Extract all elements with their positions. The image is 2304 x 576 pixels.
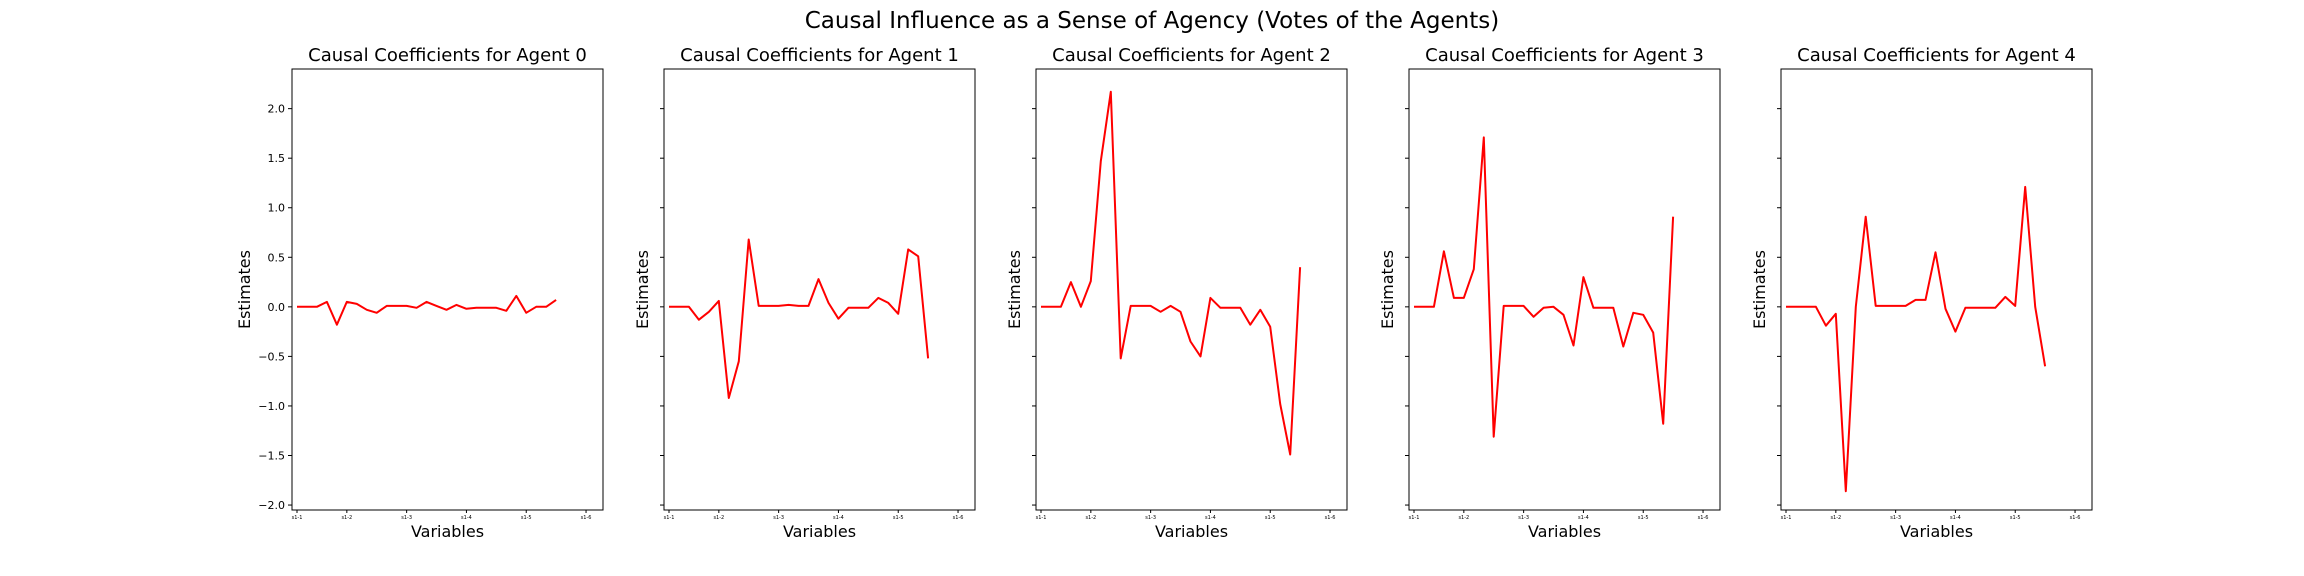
y-axis-label: Estimates xyxy=(1378,250,1397,329)
x-tick-label: s1-5 xyxy=(1638,515,1649,521)
panel-agent-3: Causal Coefficients for Agent 3 s1-1 s1-2 s… xyxy=(1378,45,1721,541)
x-tick-label: s1-1 xyxy=(1036,515,1047,521)
y-tick-label: −1.0 xyxy=(258,400,285,413)
y-tick-label: −2.0 xyxy=(258,499,285,512)
series-line xyxy=(1414,136,1675,438)
x-tick-label: s1-4 xyxy=(461,515,472,521)
y-axis-label: Estimates xyxy=(633,250,652,329)
x-tick-label: s1-2 xyxy=(1458,515,1469,521)
axes-frame xyxy=(663,68,976,511)
y-tick-label: −1.5 xyxy=(258,449,285,462)
x-tick-label: s1-5 xyxy=(521,515,532,521)
x-tick-label: s1-2 xyxy=(1085,515,1096,521)
x-tick-label: s1-6 xyxy=(1698,515,1709,521)
panel-title: Causal Coefficients for Agent 3 xyxy=(1425,45,1704,66)
x-tick-label: s1-4 xyxy=(1205,515,1216,521)
x-axis-label: Variables xyxy=(411,522,484,541)
panel-title: Causal Coefficients for Agent 1 xyxy=(680,45,959,66)
axes-frame xyxy=(1035,68,1348,511)
y-axis-label: Estimates xyxy=(1750,250,1769,329)
x-tick-label: s1-6 xyxy=(581,515,592,521)
panel-agent-0: Causal Coefficients for Agent 0 −2.0 −1.5 −… xyxy=(235,45,604,541)
x-tick-label: s1-2 xyxy=(341,515,352,521)
panel-title: Causal Coefficients for Agent 2 xyxy=(1052,45,1331,66)
panel-agent-1: Causal Coefficients for Agent 1 s1-1 s1-2 s… xyxy=(633,45,976,541)
series-line xyxy=(297,294,557,326)
axes-frame xyxy=(1408,68,1721,511)
x-tick-label: s1-5 xyxy=(1265,515,1276,521)
x-tick-label: s1-5 xyxy=(893,515,904,521)
y-axis-label: Estimates xyxy=(235,250,254,329)
x-axis-label: Variables xyxy=(1528,522,1601,541)
x-tick-label: s1-2 xyxy=(1830,515,1841,521)
y-tick-label: 0.5 xyxy=(268,251,286,264)
x-tick-label: s1-1 xyxy=(664,515,675,521)
x-tick-label: s1-4 xyxy=(1578,515,1589,521)
axes-frame xyxy=(291,68,604,511)
x-tick-label: s1-4 xyxy=(833,515,844,521)
x-axis-label: Variables xyxy=(1900,522,1973,541)
y-tick-label: 1.0 xyxy=(268,202,286,215)
y-tick-label: 2.0 xyxy=(268,103,286,116)
series-line xyxy=(1786,185,2047,493)
axes-frame xyxy=(1780,68,2093,511)
y-tick-label: −0.5 xyxy=(258,350,285,363)
x-tick-label: s1-3 xyxy=(1890,515,1901,521)
x-tick-label: s1-1 xyxy=(1409,515,1420,521)
x-tick-label: s1-4 xyxy=(1950,515,1961,521)
x-tick-label: s1-5 xyxy=(2010,515,2021,521)
x-tick-label: s1-3 xyxy=(1518,515,1529,521)
series-line xyxy=(669,238,930,399)
y-tick-label: 0.0 xyxy=(268,301,286,314)
y-axis-label: Estimates xyxy=(1005,250,1024,329)
panels: Causal Coefficients for Agent 0 −2.0 −1.5 −… xyxy=(235,45,2093,541)
panel-agent-4: Causal Coefficients for Agent 4 s1-1 s1-2 s… xyxy=(1750,45,2093,541)
panel-title: Causal Coefficients for Agent 0 xyxy=(308,45,587,66)
figure-title: Causal Influence as a Sense of Agency (V… xyxy=(805,8,1499,34)
panel-agent-2: Causal Coefficients for Agent 2 s1-1 s1-2 s… xyxy=(1005,45,1348,541)
y-tick-label: 1.5 xyxy=(268,152,286,165)
x-tick-label: s1-6 xyxy=(1325,515,1336,521)
x-tick-label: s1-3 xyxy=(1145,515,1156,521)
series-line xyxy=(1041,90,1302,456)
x-tick-label: s1-3 xyxy=(401,515,412,521)
x-axis-label: Variables xyxy=(783,522,856,541)
x-tick-label: s1-1 xyxy=(1781,515,1792,521)
x-tick-label: s1-6 xyxy=(2070,515,2081,521)
x-tick-label: s1-3 xyxy=(773,515,784,521)
x-tick-label: s1-6 xyxy=(953,515,964,521)
x-tick-label: s1-1 xyxy=(292,515,303,521)
x-tick-label: s1-2 xyxy=(713,515,724,521)
panel-title: Causal Coefficients for Agent 4 xyxy=(1797,45,2076,66)
x-axis-label: Variables xyxy=(1155,522,1228,541)
